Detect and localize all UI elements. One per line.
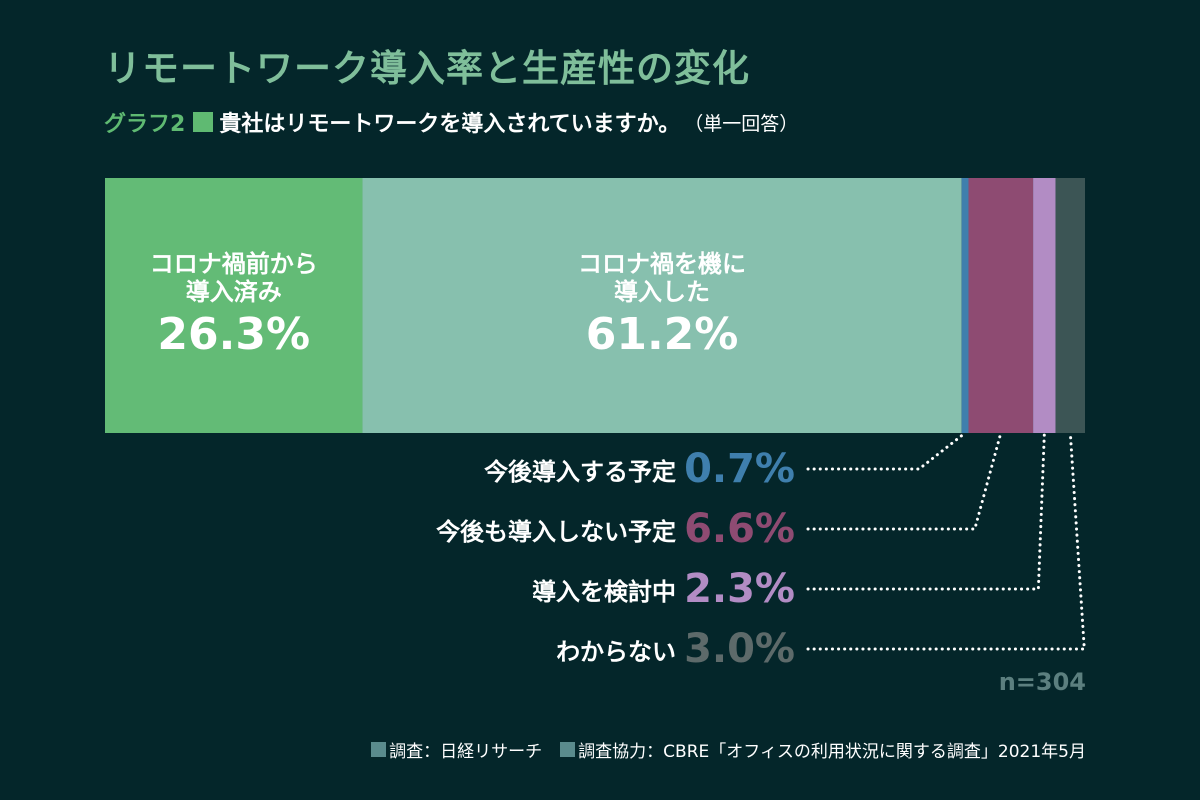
callout-name: 今後も導入しない予定: [436, 517, 677, 546]
callout-value: 2.3%: [684, 566, 795, 612]
segment-label: コロナ禍前から 導入済み 26.3%: [105, 250, 362, 364]
survey-source: 調査：日経リサーチ: [389, 742, 543, 762]
segment-name: コロナ禍を機に 導入した: [578, 250, 747, 306]
graph-number: グラフ2: [104, 112, 186, 137]
bar-segment: [961, 178, 969, 433]
callout-label: わからない 3.0%: [556, 626, 795, 672]
source-footer: 調査：日経リサーチ 調査協力：CBRE「オフィスの利用状況に関する調査」2021…: [371, 737, 1086, 762]
leader-line: [806, 431, 1003, 531]
bar-segment: [362, 178, 962, 433]
survey-question: 貴社はリモートワークを導入されていますか。: [219, 112, 681, 137]
bar-segment: [1055, 178, 1085, 433]
segment-label: コロナ禍を機に 導入した 61.2%: [362, 250, 961, 364]
callout-label: 今後導入する予定 0.7%: [484, 446, 795, 492]
callout-name: わからない: [556, 637, 677, 666]
callout-name: 今後導入する予定: [484, 457, 677, 486]
chart-subtitle: グラフ2 貴社はリモートワークを導入されていますか。 （単一回答）: [104, 106, 798, 138]
bar-segment: [1033, 178, 1056, 433]
segment-value: 61.2%: [585, 309, 739, 360]
callout-label: 導入を検討中 2.3%: [532, 566, 795, 612]
callout-value: 0.7%: [684, 446, 795, 492]
segment-value: 26.3%: [157, 309, 311, 360]
square-bullet-icon: [560, 742, 576, 757]
answer-type-note: （単一回答）: [684, 112, 799, 135]
chart-title: リモートワーク導入率と生産性の変化: [104, 47, 750, 90]
bar-segment: [105, 178, 363, 433]
callout-value: 3.0%: [684, 626, 795, 672]
callout-label: 今後も導入しない予定 6.6%: [436, 506, 795, 552]
leader-line: [806, 431, 1046, 591]
callout-name: 導入を検討中: [532, 577, 677, 606]
leader-line: [806, 431, 1086, 651]
segment-name: コロナ禍前から 導入済み: [149, 250, 318, 306]
survey-cooperation: 調査協力：CBRE「オフィスの利用状況に関する調査」2021年5月: [578, 742, 1086, 762]
sample-size: n=304: [998, 668, 1086, 696]
square-bullet-icon: [371, 742, 387, 757]
leader-line: [806, 431, 967, 471]
bar-segment: [968, 178, 1034, 433]
square-bullet-icon: [193, 112, 214, 132]
callout-value: 6.6%: [684, 506, 795, 552]
